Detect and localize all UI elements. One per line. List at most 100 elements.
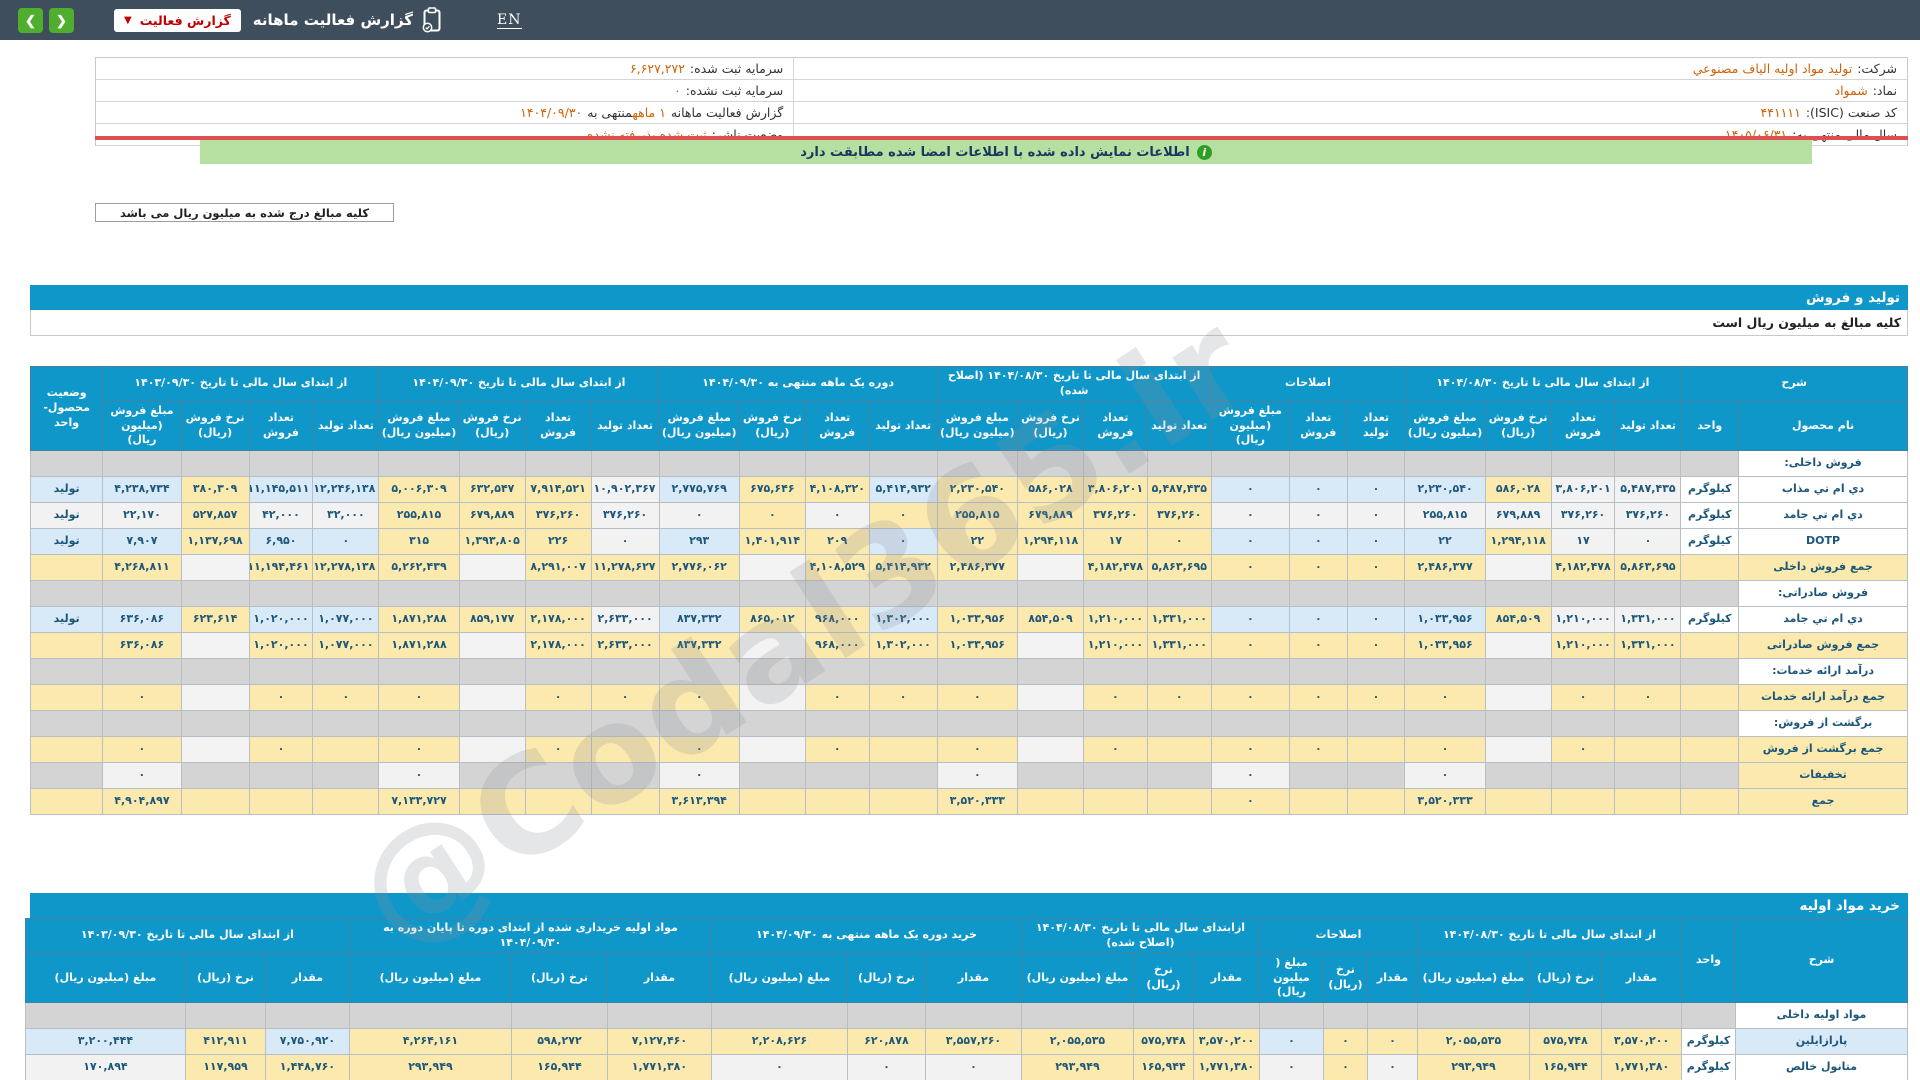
table-cell bbox=[1484, 710, 1552, 738]
report-type-dropdown[interactable]: گزارش فعالیت ▼ bbox=[114, 8, 241, 32]
value-cell: ۵,۴۸۷,۴۳۵ bbox=[1146, 476, 1212, 504]
value-cell: ۱,۷۷۱,۳۸۰ bbox=[1601, 1054, 1682, 1080]
value-cell: ۱,۴۴۸,۷۶۰ bbox=[264, 1054, 350, 1080]
value-cell: ۷,۹۱۴,۵۲۱ bbox=[524, 476, 592, 504]
chevron-down-icon: ▼ bbox=[124, 14, 132, 26]
column-header: تعداد فروش bbox=[524, 400, 592, 452]
value-cell: ۱,۱۳۷,۶۹۸ bbox=[180, 528, 250, 556]
language-toggle-en[interactable]: EN bbox=[497, 11, 522, 29]
table-cell bbox=[378, 658, 460, 686]
value-cell: ۰ bbox=[1288, 528, 1348, 556]
value-cell: ۰ bbox=[378, 684, 460, 712]
value-cell: ۰ bbox=[1146, 528, 1212, 556]
production-sales-section-header: تولید و فروش bbox=[30, 285, 1908, 310]
table-cell bbox=[590, 450, 660, 478]
value-cell: ۳,۸۰۶,۲۰۱ bbox=[1082, 476, 1148, 504]
table-cell bbox=[804, 580, 870, 608]
value-cell: ۳۷۶,۲۶۰ bbox=[524, 502, 592, 530]
table-cell bbox=[1346, 710, 1406, 738]
status-cell: تولید bbox=[29, 476, 104, 504]
value-cell: ۲,۶۳۳,۰۰۰ bbox=[590, 606, 660, 634]
value-cell: ۵۷۵,۷۴۸ bbox=[1529, 1028, 1602, 1056]
column-header: نرخ فروش (ریال) bbox=[738, 400, 806, 452]
value-cell bbox=[1346, 762, 1406, 790]
value-cell bbox=[312, 788, 380, 816]
header-right-group: گزارش فعالیت ماهانه گزارش فعالیت ▼ ❮ ❯ bbox=[12, 7, 449, 33]
value-cell: ۲,۱۷۸,۰۰۰ bbox=[524, 632, 592, 660]
table-cell bbox=[378, 580, 460, 608]
value-cell: ۳۷۶,۲۶۰ bbox=[1082, 502, 1148, 530]
value-cell: ۲,۶۳۳,۰۰۰ bbox=[590, 632, 660, 660]
table-cell bbox=[868, 710, 938, 738]
column-header: مبلغ فروش (میلیون ریال) bbox=[102, 400, 182, 452]
table-cell bbox=[248, 450, 314, 478]
table-cell bbox=[738, 658, 806, 686]
value-cell bbox=[458, 736, 526, 764]
column-header: مبلغ (میلیون ریال) bbox=[348, 952, 512, 1004]
symbol-cell: نماد:شمواد bbox=[793, 80, 1907, 102]
value-cell: ۵,۲۶۲,۴۳۹ bbox=[378, 554, 460, 582]
registered-capital-value: ۶,۶۲۷,۲۷۲ bbox=[629, 61, 685, 76]
value-cell: ۰ bbox=[846, 1054, 926, 1080]
value-cell: ۳۷۶,۲۶۰ bbox=[590, 502, 660, 530]
table-cell bbox=[510, 1002, 608, 1030]
value-cell: ۰ bbox=[1346, 606, 1406, 634]
table-cell bbox=[180, 450, 250, 478]
status-cell bbox=[29, 632, 104, 660]
table-cell bbox=[180, 580, 250, 608]
value-cell bbox=[1288, 762, 1348, 790]
table-cell bbox=[524, 580, 592, 608]
value-cell bbox=[590, 762, 660, 790]
column-header: نرخ فروش (ریال) bbox=[458, 400, 526, 452]
table-cell bbox=[658, 710, 740, 738]
value-cell: ۳,۲۰۰,۴۴۴ bbox=[24, 1028, 186, 1056]
table-row: جمع درآمد ارائه خدمات ۰ ۰ ۰ ۰ ۰ ۰ ۰ ۰ ۰ ۰ ۰ ۰ ۰ ۰ ۰ ۰ ۰ ۰ bbox=[29, 684, 1908, 712]
row-label: جمع فروش صادراتی bbox=[1738, 632, 1908, 660]
column-header: تعداد تولید bbox=[1146, 400, 1212, 452]
value-cell bbox=[458, 762, 526, 790]
unit-cell bbox=[1680, 736, 1740, 764]
value-cell: ۸,۲۹۱,۰۰۷ bbox=[524, 554, 592, 582]
unregistered-capital-cell: سرمایه ثبت نشده:۰ bbox=[96, 80, 794, 102]
column-header: مبلغ فروش (میلیون ریال) bbox=[1210, 400, 1290, 452]
raw-material-purchase-section: خرید مواد اولیه شرح واحد از ابتدای سال مال… bbox=[24, 893, 1908, 1080]
table-cell bbox=[936, 450, 1019, 478]
group-label: فروش داخلی: bbox=[1738, 450, 1908, 478]
value-cell: ۶۳۶,۰۸۶ bbox=[102, 606, 182, 634]
value-cell: ۲,۱۷۸,۰۰۰ bbox=[524, 606, 592, 634]
value-cell bbox=[1550, 788, 1616, 816]
table-cell bbox=[846, 1002, 926, 1030]
table-cell bbox=[1484, 580, 1552, 608]
value-cell: ۵,۸۶۳,۶۹۵ bbox=[1146, 554, 1212, 582]
value-cell bbox=[1550, 762, 1616, 790]
value-cell bbox=[1017, 684, 1084, 712]
previous-report-button[interactable]: ❮ bbox=[49, 7, 74, 33]
value-cell: ۶۷۹,۸۸۹ bbox=[1484, 502, 1552, 530]
table-cell bbox=[248, 710, 314, 738]
value-cell: ۲۵۵,۸۱۵ bbox=[1404, 502, 1486, 530]
table-cell bbox=[1146, 580, 1212, 608]
value-cell: ۲۹۳,۹۴۹ bbox=[348, 1054, 512, 1080]
value-cell: ۰ bbox=[378, 736, 460, 764]
table-cell bbox=[590, 580, 660, 608]
column-header: مبلغ فروش (میلیون ریال) bbox=[1404, 400, 1486, 452]
table-cell bbox=[524, 450, 592, 478]
value-cell bbox=[1614, 788, 1682, 816]
value-cell: ۰ bbox=[1210, 762, 1290, 790]
table-cell bbox=[868, 658, 938, 686]
column-header: مواد اولیه خریداری شده از ابتدای دوره تا… bbox=[348, 918, 712, 954]
value-cell: ۶۷۵,۶۴۶ bbox=[738, 476, 806, 504]
value-cell: ۰ bbox=[936, 684, 1019, 712]
value-cell: ۶,۹۵۰ bbox=[248, 528, 314, 556]
group-label: درآمد ارائه خدمات: bbox=[1738, 658, 1908, 686]
next-report-button[interactable]: ❯ bbox=[18, 7, 43, 33]
value-cell: ۱,۴۰۱,۹۱۴ bbox=[738, 528, 806, 556]
value-cell: ۰ bbox=[1258, 1054, 1324, 1080]
column-header: نرخ (ریال) bbox=[1132, 952, 1194, 1004]
value-cell: ۵,۴۸۷,۴۳۵ bbox=[1614, 476, 1682, 504]
value-cell bbox=[1017, 788, 1084, 816]
unit-cell: کیلوگرم bbox=[1680, 502, 1740, 530]
value-cell: ۰ bbox=[102, 762, 182, 790]
table-cell bbox=[1404, 450, 1486, 478]
unit-cell: کیلوگرم bbox=[1680, 528, 1740, 556]
